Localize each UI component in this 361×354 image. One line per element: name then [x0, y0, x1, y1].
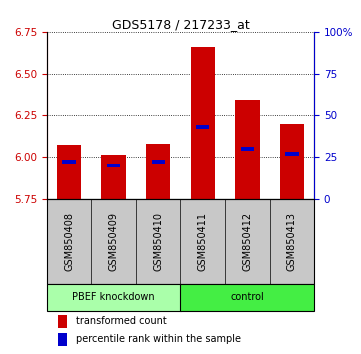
Bar [58, 315, 67, 327]
Text: GSM850409: GSM850409 [109, 212, 119, 271]
Bar [62, 160, 76, 164]
Bar [191, 47, 215, 199]
Bar [146, 144, 170, 199]
Text: GSM850413: GSM850413 [287, 212, 297, 271]
Text: GSM850408: GSM850408 [64, 212, 74, 271]
Text: GSM850410: GSM850410 [153, 212, 163, 271]
Bar [240, 147, 254, 150]
Bar [279, 124, 304, 199]
Bar [47, 284, 180, 311]
Bar [285, 152, 299, 155]
Text: transformed count: transformed count [76, 316, 167, 326]
Text: PBEF knockdown: PBEF knockdown [73, 292, 155, 302]
Bar [180, 284, 314, 311]
Text: control: control [230, 292, 264, 302]
Title: GDS5178 / 217233_at: GDS5178 / 217233_at [112, 18, 249, 31]
Bar [235, 100, 260, 199]
Bar [196, 125, 209, 129]
Bar [152, 160, 165, 164]
Text: GSM850412: GSM850412 [242, 212, 252, 271]
Text: percentile rank within the sample: percentile rank within the sample [76, 335, 241, 344]
Bar [107, 164, 121, 167]
Text: GSM850411: GSM850411 [198, 212, 208, 271]
Bar [101, 155, 126, 199]
Bar [57, 145, 82, 199]
Bar [58, 333, 67, 346]
